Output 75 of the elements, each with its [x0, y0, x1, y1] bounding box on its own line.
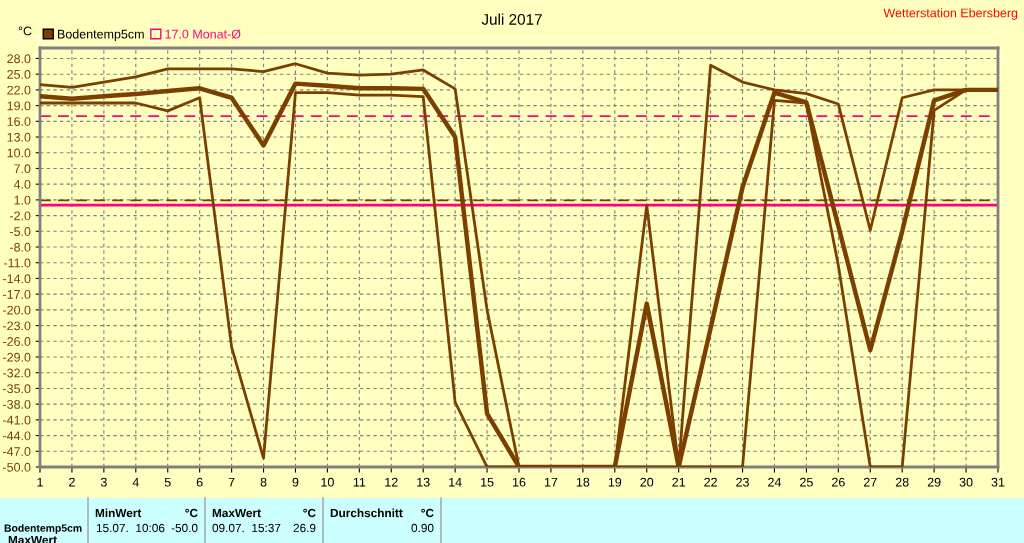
x-tick-label: 15	[481, 477, 494, 487]
x-tick-label: 22	[704, 477, 717, 487]
y-tick-label: 13.0	[7, 132, 31, 142]
x-tick-label: 5	[164, 477, 171, 487]
x-tick-label: 18	[576, 477, 590, 487]
y-tick-label: -20.0	[3, 305, 31, 315]
text: MaxWert	[212, 508, 261, 518]
text: °C	[185, 508, 198, 518]
y-tick-label: 16.0	[7, 117, 31, 126]
y-tick-label: -5.0	[9, 227, 31, 236]
legend-label: 17.0 Monat-Ø	[165, 29, 241, 39]
text: 15.07. 10:06	[96, 523, 165, 533]
y-tick-label: -2.0	[9, 211, 31, 221]
x-tick-label: 19	[608, 477, 622, 487]
x-tick-label: 16	[513, 477, 526, 487]
y-tick-label: -47.0	[3, 447, 31, 456]
y-tick-label: 7.0	[14, 164, 31, 174]
y-tick-label: 1.0	[14, 195, 31, 205]
y-tick-label: 28.0	[7, 54, 31, 64]
x-tick-label: 1	[37, 477, 43, 487]
y-tick-label: -17.0	[3, 289, 31, 299]
text: -50.0	[171, 523, 198, 533]
x-tick-label: 14	[449, 477, 462, 487]
y-tick-label: -26.0	[3, 337, 31, 346]
y-tick-label: 19.0	[7, 101, 31, 111]
text: 26.9	[293, 523, 316, 533]
y-tick-label: -23.0	[3, 321, 31, 331]
x-tick-label: 20	[640, 477, 654, 487]
text: Wetterstation Ebersberg	[883, 8, 1018, 20]
x-tick-label: 11	[353, 477, 366, 487]
x-tick-label: 31	[991, 477, 1005, 487]
y-tick-label: 25.0	[7, 69, 31, 79]
text: °C	[421, 508, 434, 518]
y-tick-label: -44.0	[3, 431, 31, 441]
text: MinWert	[95, 508, 142, 518]
x-tick-label: 12	[385, 477, 398, 487]
y-tick-label: 22.0	[7, 85, 31, 95]
y-tick-label: -14.0	[3, 274, 31, 284]
y-tick-label: -32.0	[3, 368, 31, 378]
x-tick-label: 23	[736, 477, 749, 487]
text: 09.07. 15:37	[212, 523, 281, 533]
x-tick-label: 7	[228, 477, 235, 487]
y-tick-label: -50.0	[3, 462, 31, 472]
y-tick-label: -11.0	[3, 258, 31, 268]
text: °C	[303, 508, 316, 518]
text: 0.90	[411, 523, 434, 533]
y-axis-title: °C	[18, 26, 32, 36]
x-tick-label: 21	[672, 477, 686, 487]
x-tick-label: 29	[927, 477, 941, 487]
y-tick-label: -35.0	[3, 384, 31, 394]
legend-label: Bodentemp5cm	[58, 29, 144, 41]
x-tick-label: 6	[196, 477, 203, 487]
x-tick-label: 10	[321, 477, 334, 487]
x-tick-label: 3	[100, 477, 107, 487]
chart-title: Juli 2017	[481, 13, 542, 25]
x-tick-label: 30	[959, 477, 973, 487]
x-tick-label: 26	[832, 477, 845, 487]
x-tick-label: 2	[69, 477, 75, 487]
x-tick-label: 25	[800, 477, 813, 487]
x-tick-label: 28	[895, 477, 909, 487]
y-tick-label: -29.0	[3, 352, 31, 362]
text: Durchschnitt	[330, 508, 403, 518]
x-tick-label: 27	[863, 477, 877, 487]
y-tick-label: -41.0	[3, 415, 31, 425]
x-tick-label: 9	[292, 477, 299, 487]
x-tick-label: 24	[768, 477, 782, 487]
y-tick-label: 4.0	[13, 179, 31, 189]
y-tick-label: 10.0	[7, 148, 31, 158]
text: Bodentemp5cm	[4, 524, 82, 534]
x-tick-label: 17	[544, 477, 558, 487]
y-tick-label: -38.0	[3, 399, 31, 409]
x-tick-label: 13	[417, 477, 430, 487]
x-tick-label: 4	[132, 477, 139, 487]
x-tick-label: 8	[260, 477, 267, 487]
y-tick-label: -8.0	[9, 242, 31, 252]
